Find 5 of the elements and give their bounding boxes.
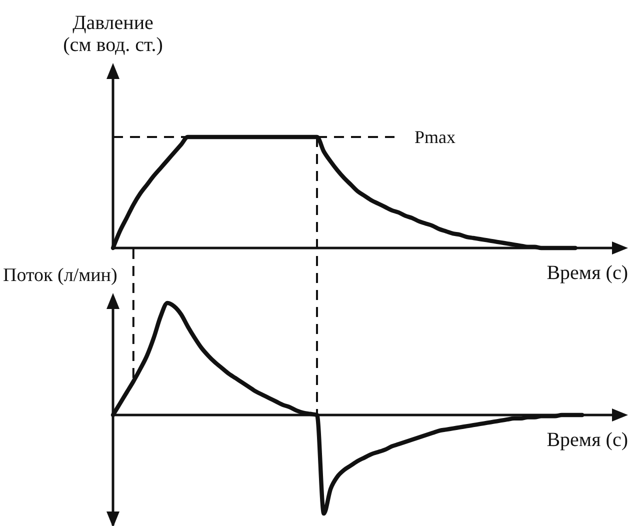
x-axis-title: Время (с) <box>546 262 628 284</box>
x-axis-title: Время (с) <box>546 429 628 451</box>
ref-line-label: Pmax <box>414 127 456 147</box>
y-axis-title: Давление (см вод. ст.) <box>63 12 163 56</box>
y-axis-title: Поток (л/мин) <box>3 265 118 286</box>
